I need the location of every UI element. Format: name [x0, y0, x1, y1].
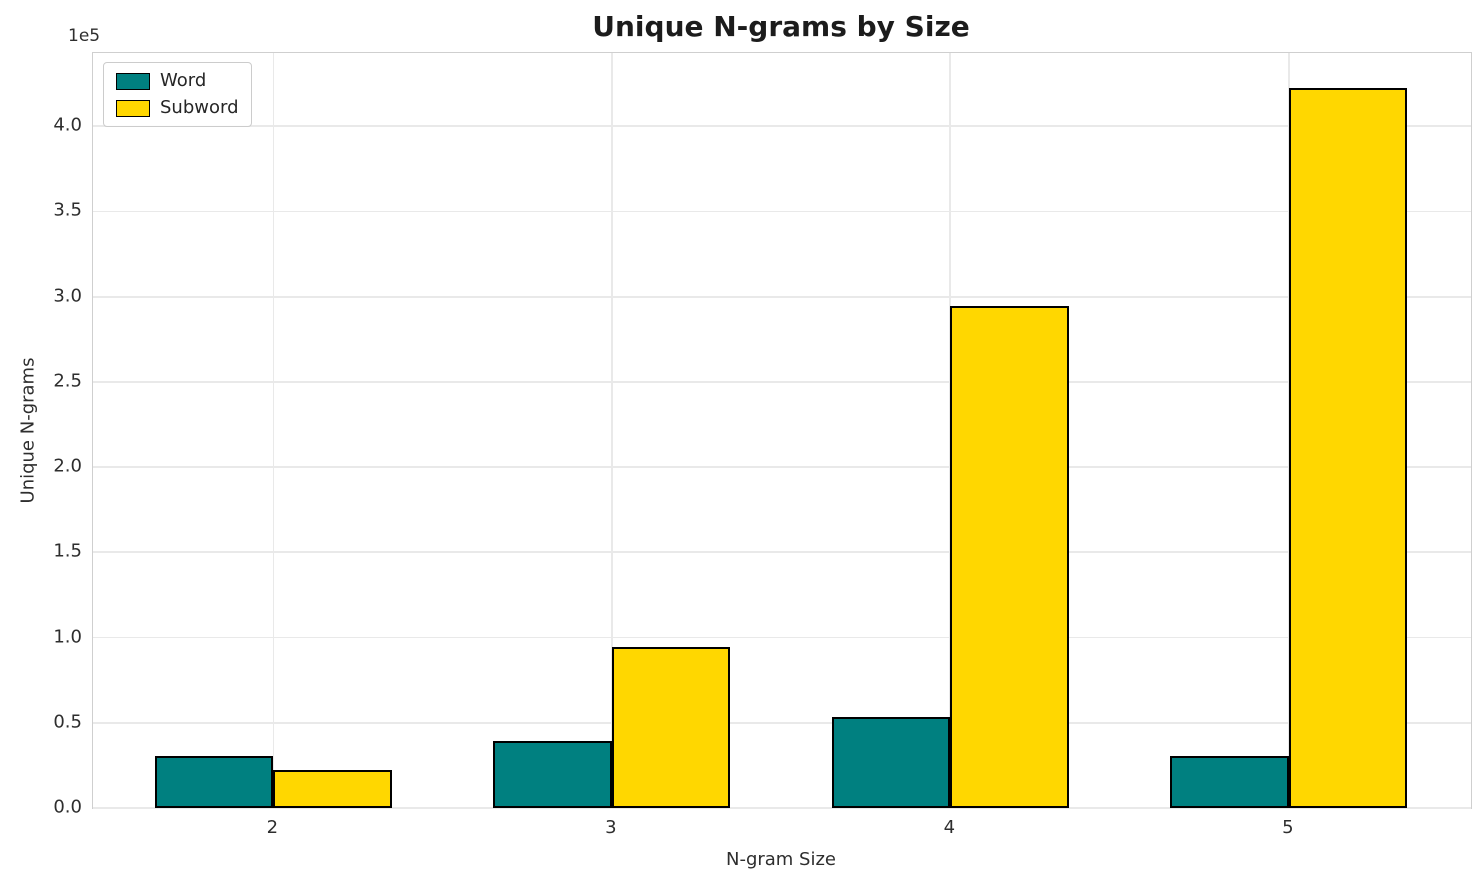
legend-item-subword: Subword — [116, 99, 239, 117]
y-tick-label: 2.5 — [53, 370, 82, 392]
y-axis-label: Unique N-grams — [17, 357, 39, 504]
v-gridline — [1287, 53, 1290, 808]
plot-area: Word Subword — [92, 52, 1472, 809]
x-axis-label: N-gram Size — [725, 849, 837, 870]
h-gridline — [93, 466, 1471, 469]
bar-word-4 — [831, 716, 951, 808]
h-gridline — [93, 210, 1471, 213]
x-tick-label: 5 — [1282, 817, 1294, 838]
y-tick-label: 1.0 — [53, 626, 82, 648]
x-tick-label: 4 — [943, 817, 956, 838]
bar-subword-4 — [950, 305, 1069, 808]
h-gridline — [93, 125, 1471, 128]
y-tick-label: 4.0 — [53, 114, 82, 136]
y-axis-offset-label: 1e5 — [68, 26, 101, 46]
h-gridline — [93, 807, 1471, 809]
h-gridline — [93, 721, 1471, 724]
x-tick-label: 2 — [266, 817, 279, 838]
word-series-swatch — [116, 72, 150, 90]
y-tick-label: 0.5 — [53, 711, 82, 733]
legend-label-word: Word — [160, 70, 207, 91]
h-gridline — [93, 381, 1471, 383]
bar-word-3 — [493, 740, 612, 808]
bar-subword-5 — [1288, 87, 1408, 808]
bar-word-2 — [154, 755, 274, 808]
y-tick-label: 0.0 — [53, 796, 82, 818]
v-gridline — [611, 53, 613, 808]
bar-subword-2 — [273, 769, 392, 808]
y-tick-label: 3.5 — [53, 199, 82, 221]
h-gridline — [93, 551, 1471, 554]
h-gridline — [93, 295, 1471, 298]
v-gridline — [272, 53, 275, 808]
chart-title: Unique N-grams by Size — [592, 10, 970, 43]
subword-series-swatch — [116, 99, 150, 117]
y-tick-label: 1.5 — [53, 540, 82, 562]
legend: Word Subword — [103, 62, 252, 127]
legend-label-subword: Subword — [160, 97, 239, 118]
bar-word-5 — [1170, 755, 1289, 808]
x-tick-label: 3 — [605, 817, 617, 838]
legend-item-word: Word — [116, 72, 239, 90]
bar-subword-3 — [611, 646, 731, 808]
v-gridline — [949, 53, 952, 808]
y-tick-label: 3.0 — [53, 285, 82, 307]
h-gridline — [93, 636, 1471, 639]
y-tick-label: 2.0 — [53, 455, 82, 477]
